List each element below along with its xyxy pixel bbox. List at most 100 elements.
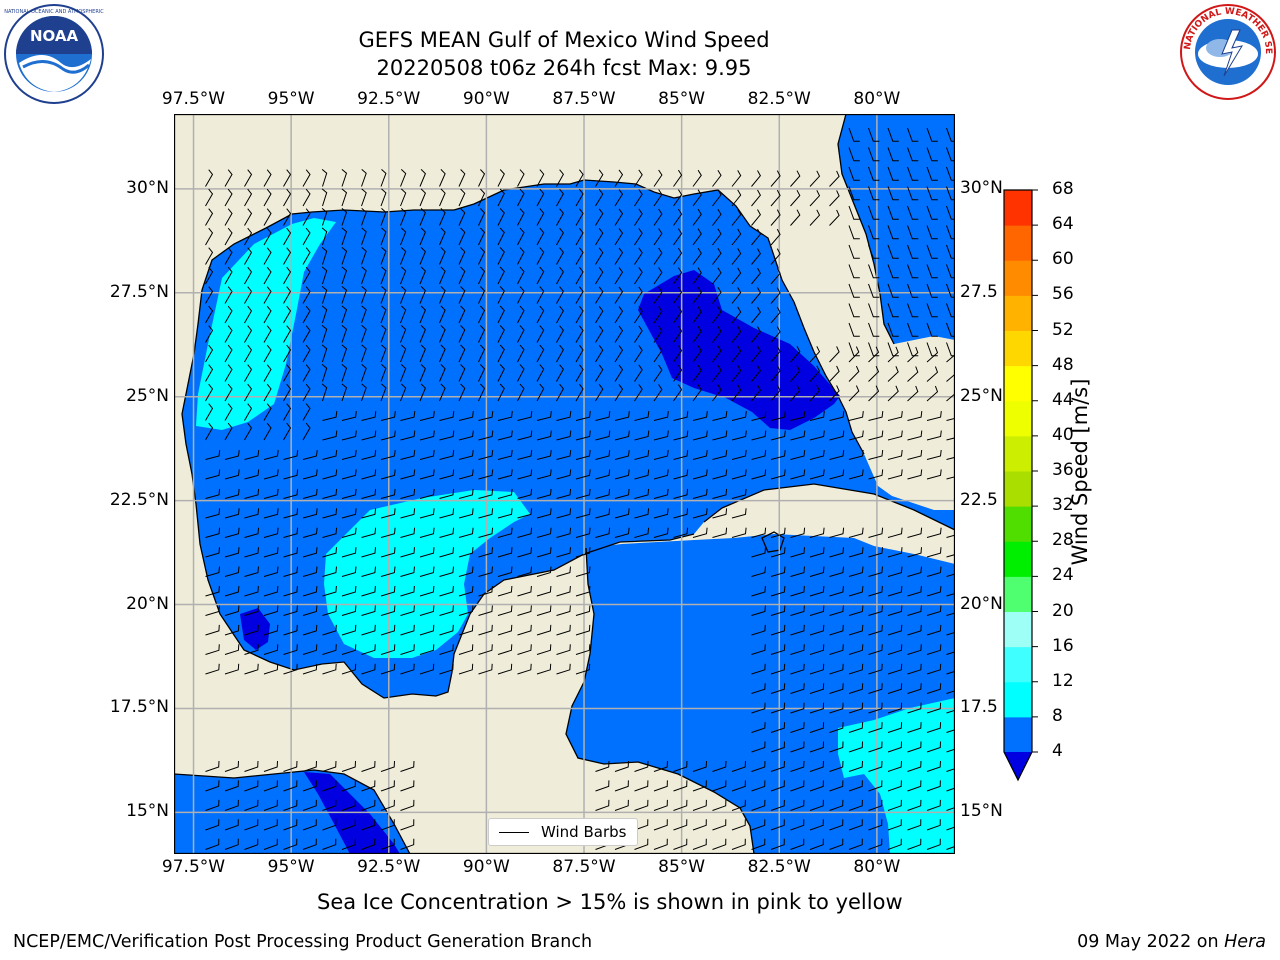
wind-barb <box>419 247 426 265</box>
wind-barb <box>302 344 311 363</box>
wind-barb <box>497 247 505 265</box>
wind-barb <box>439 266 446 285</box>
wind-barb <box>751 527 767 538</box>
wind-barb <box>224 449 240 460</box>
wind-barb <box>731 780 746 792</box>
wind-barb <box>205 663 220 675</box>
wind-barb <box>907 166 919 181</box>
wind-barb <box>205 624 220 636</box>
wind-barb <box>673 228 683 246</box>
wind-barb <box>205 838 220 850</box>
wind-barb <box>770 819 785 831</box>
wind-barb <box>224 325 233 343</box>
wind-barb <box>283 227 292 246</box>
wind-barb <box>907 722 922 733</box>
wind-barb <box>868 244 880 259</box>
wind-barb <box>790 365 801 382</box>
wind-barb <box>302 799 317 811</box>
wind-barb <box>575 305 584 324</box>
wind-barb <box>887 624 903 636</box>
wind-barb <box>731 248 742 265</box>
wind-barb <box>400 585 415 597</box>
wind-barb <box>653 469 669 480</box>
colorbar-segment <box>1004 330 1032 367</box>
wind-barb <box>887 411 903 421</box>
wind-barb <box>536 488 552 499</box>
wind-barb <box>302 247 311 265</box>
wind-barb <box>283 422 292 441</box>
wind-barb <box>400 383 407 402</box>
wind-barb <box>848 566 864 577</box>
wind-barb <box>380 169 387 187</box>
wind-barb <box>263 383 272 402</box>
wind-barb <box>263 266 272 285</box>
wind-barb <box>380 547 396 558</box>
wind-barb <box>692 267 702 285</box>
wind-barb <box>653 527 669 538</box>
wind-barb <box>361 663 376 675</box>
wind-barb <box>478 449 494 460</box>
wind-barb <box>575 247 584 265</box>
wind-barb <box>321 227 328 246</box>
colorbar-tick-label: 8 <box>1052 705 1063 726</box>
wind-barb <box>770 741 785 753</box>
wind-barb <box>380 585 396 597</box>
wind-barb <box>712 488 728 499</box>
wind-barb <box>868 127 880 142</box>
wind-barb <box>731 170 742 187</box>
wind-barb <box>848 799 863 811</box>
wind-barb <box>400 838 415 850</box>
wind-barb <box>400 364 407 382</box>
wind-barb <box>848 385 860 402</box>
wind-barb <box>673 384 683 402</box>
wind-barb <box>439 383 446 402</box>
wind-barb <box>244 605 259 616</box>
lat-tick-label: 25°N <box>126 385 169 406</box>
wind-barb <box>341 286 348 304</box>
wind-barb <box>907 342 919 357</box>
colorbar-segment <box>1004 646 1032 683</box>
gridlines <box>174 114 955 854</box>
wind-barb <box>283 247 292 265</box>
wind-barb <box>283 644 298 655</box>
wind-barb <box>400 169 407 187</box>
wind-barb <box>926 342 938 357</box>
wind-barb <box>907 385 919 402</box>
wind-barb <box>419 411 435 421</box>
wind-barb <box>439 364 446 382</box>
wind-barb <box>361 780 376 792</box>
wind-barb <box>575 488 591 499</box>
wind-barb <box>575 566 591 577</box>
wind-barb <box>341 383 348 402</box>
chart-subtitle: 20220508 t06z 264h fcst Max: 9.95 <box>376 56 752 80</box>
wind-barb <box>829 209 840 226</box>
wind-barb <box>829 365 840 382</box>
wind-barb <box>907 127 919 142</box>
wind-barb <box>887 644 903 655</box>
wind-barb <box>556 344 565 363</box>
wind-barb <box>692 508 708 519</box>
wind-barb <box>283 663 298 675</box>
wind-barb <box>809 741 824 753</box>
wind-barb <box>926 624 942 636</box>
wind-barb <box>673 838 688 850</box>
wind-barb <box>887 147 899 162</box>
wind-barb <box>907 683 922 694</box>
lon-tick-label: 80°W <box>853 89 901 109</box>
wind-barb <box>731 228 742 246</box>
wind-barb <box>614 169 624 187</box>
wind-barb <box>458 566 474 577</box>
wind-barb <box>848 365 860 382</box>
wind-barb <box>751 267 762 285</box>
wind-barb <box>263 780 278 792</box>
wind-barb <box>595 430 611 441</box>
wind-barb <box>341 208 348 226</box>
wind-barb <box>205 488 221 499</box>
wind-barb <box>731 384 742 402</box>
wind-barb <box>224 585 240 597</box>
wind-barb <box>926 322 938 337</box>
wind-barb <box>205 422 214 441</box>
wind-barb <box>283 547 298 558</box>
wind-barb <box>400 488 416 499</box>
wind-barb <box>731 209 742 226</box>
